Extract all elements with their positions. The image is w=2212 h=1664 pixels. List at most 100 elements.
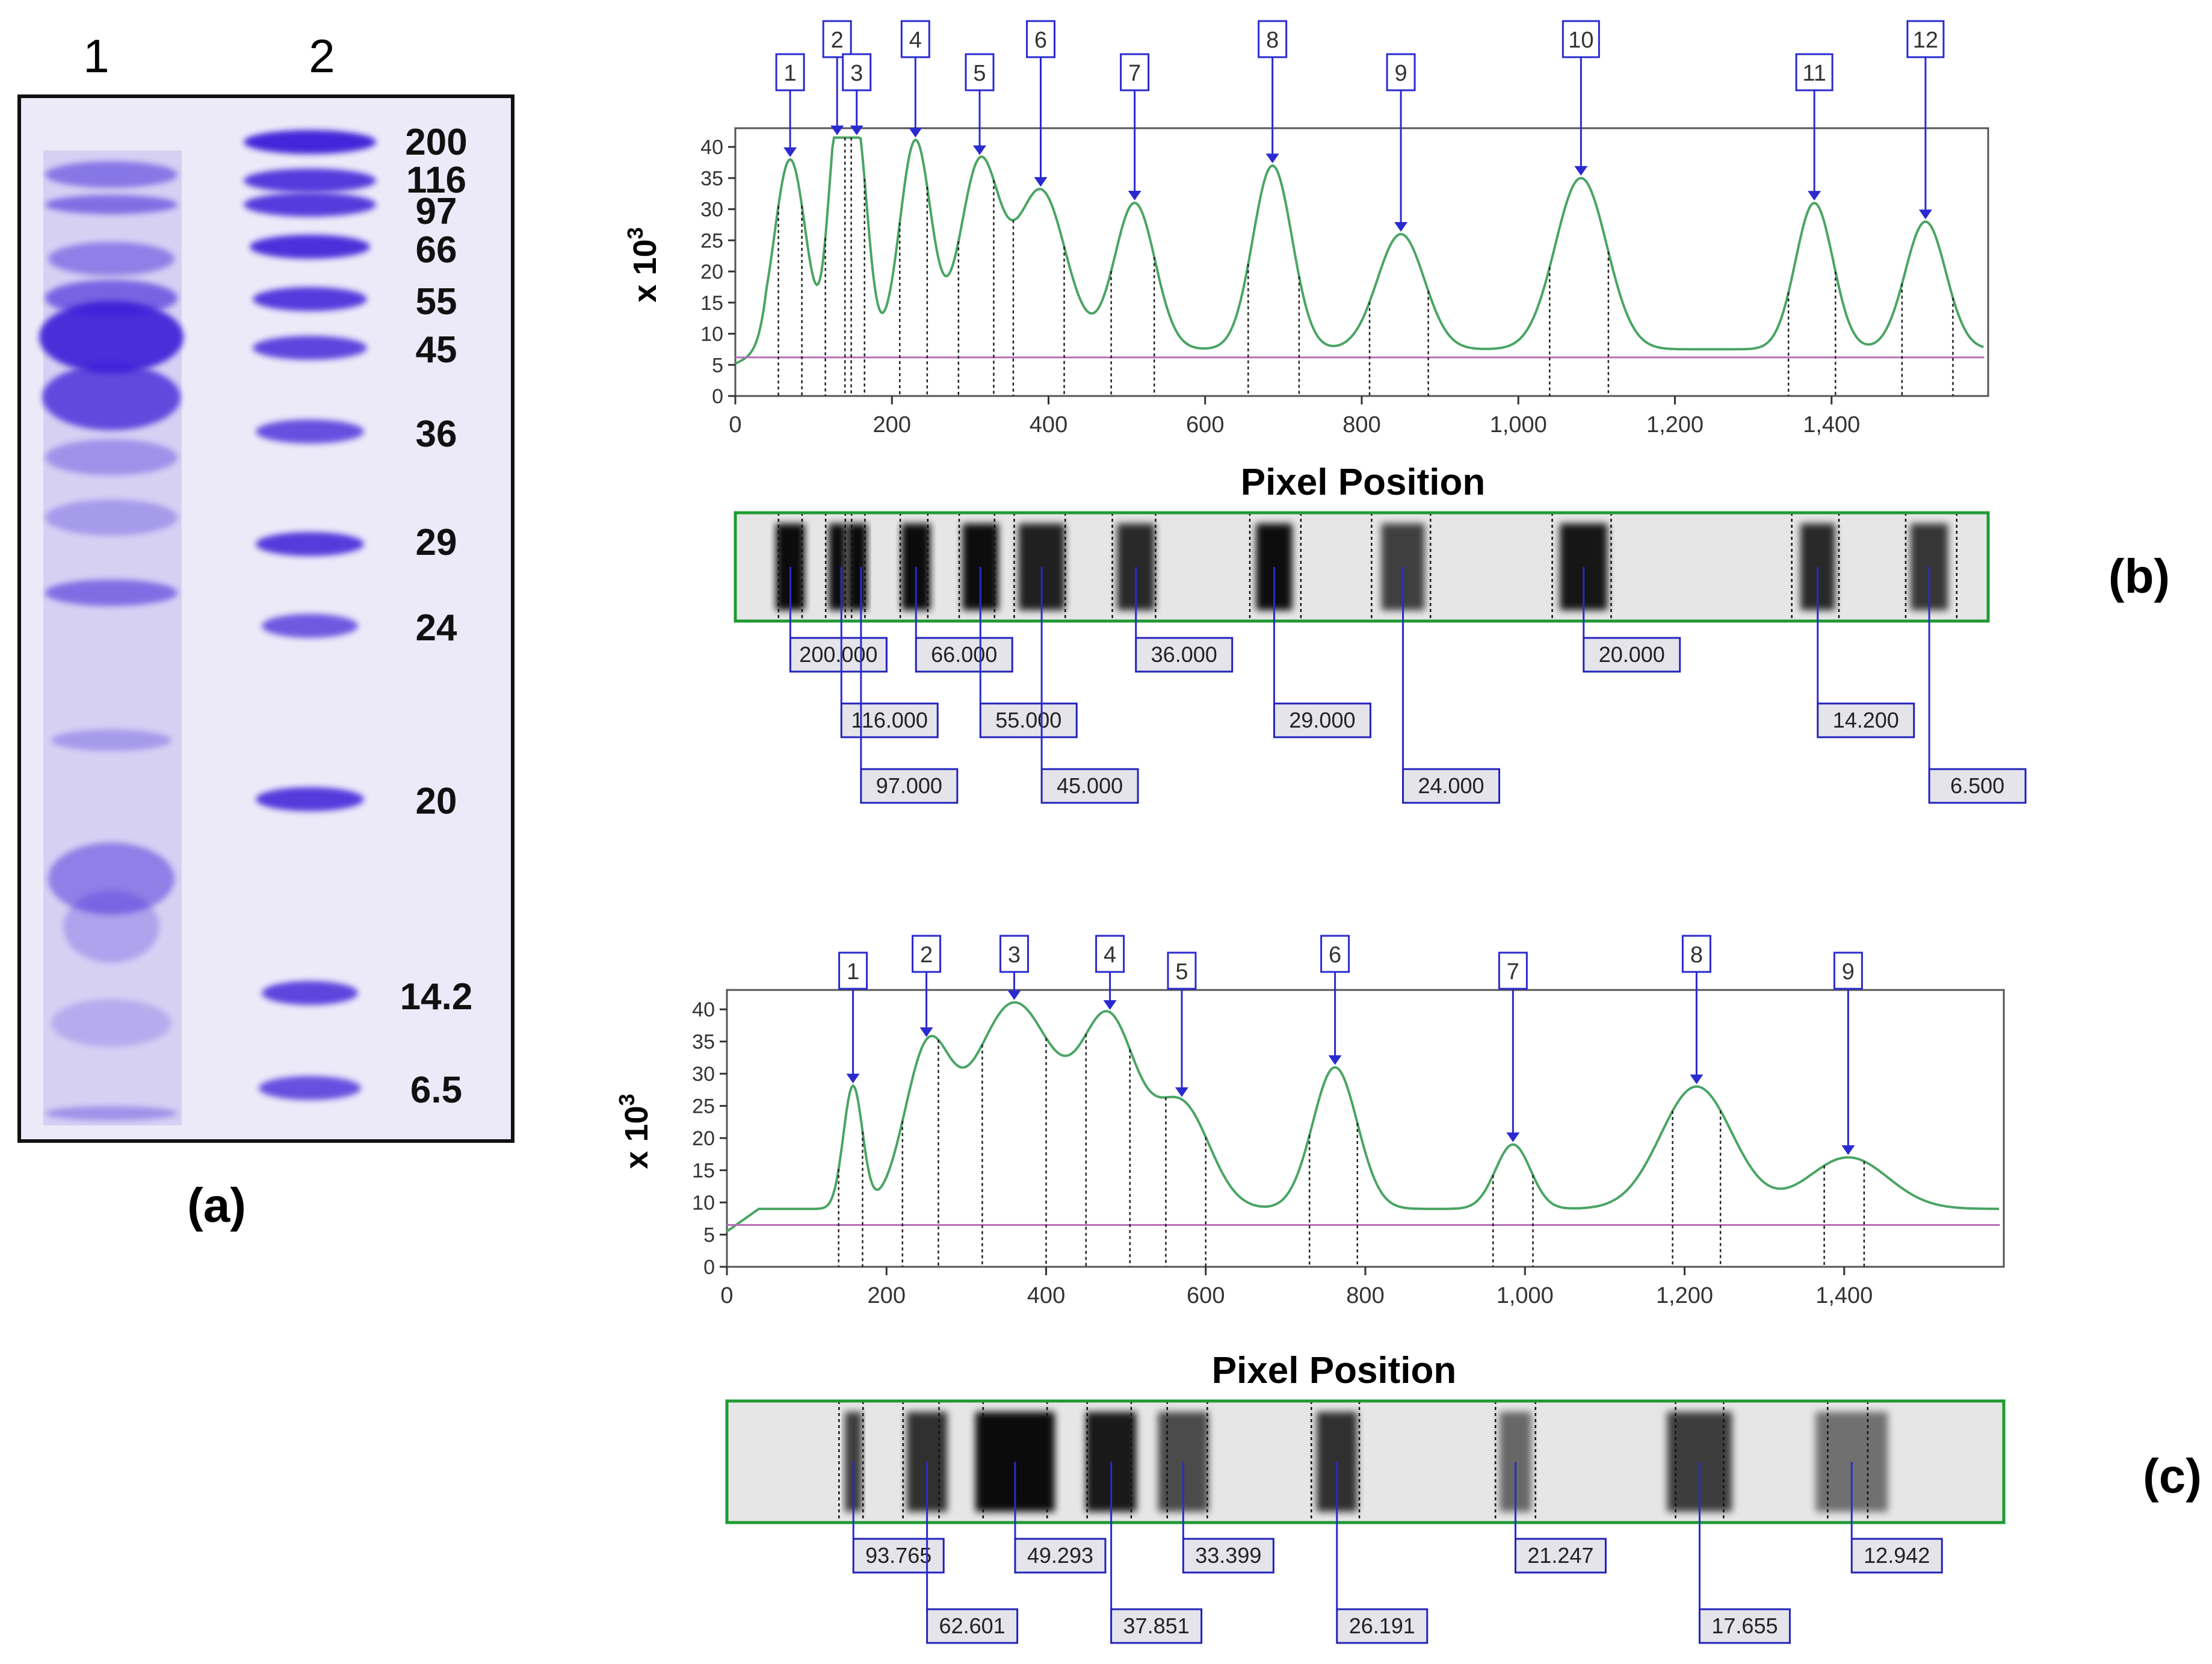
gel-sample-band <box>45 439 178 475</box>
y-tick-label: 20 <box>692 1127 715 1150</box>
y-tick-label: 0 <box>703 1256 715 1279</box>
peak-arrowhead <box>1103 1000 1117 1010</box>
band-value-label: 62.601 <box>939 1613 1006 1638</box>
peak-callout-box <box>1562 20 1600 58</box>
band-value-label: 93.765 <box>865 1543 931 1568</box>
peak-callout-box <box>1120 53 1150 91</box>
y-axis-label-text: x 10 <box>627 239 663 302</box>
peak-callout-box <box>1681 935 1711 973</box>
peak-callout-label: 1 <box>847 959 859 985</box>
y-tick-label: 0 <box>712 385 723 408</box>
peak-callout-box <box>1258 20 1288 58</box>
peak-callout-box <box>1386 53 1416 91</box>
y-axis-label: x 103 <box>623 227 663 302</box>
peak-callout-label: 7 <box>1507 959 1519 985</box>
gel-marker-band <box>256 532 364 556</box>
y-tick-label: 25 <box>700 229 723 252</box>
gel-marker-band <box>253 336 367 360</box>
peak-callout-label: 5 <box>1175 959 1188 985</box>
x-tick-label: 600 <box>1187 1283 1225 1308</box>
plot-frame <box>734 127 1989 397</box>
x-tick-label: 800 <box>1342 412 1380 438</box>
peak-arrowhead <box>1007 990 1021 1000</box>
gel-marker-label: 36 <box>416 413 457 455</box>
gel-marker-label: 24 <box>416 607 457 649</box>
band-value-box <box>852 1538 945 1574</box>
peak-callout-label: 3 <box>1008 942 1021 968</box>
gel-sample-band <box>45 580 178 606</box>
gel-marker-label: 55 <box>416 281 457 323</box>
peak-arrowhead <box>1128 191 1142 201</box>
band-value-label: 12.942 <box>1864 1543 1930 1568</box>
band-value-box <box>926 1608 1019 1644</box>
y-tick-label: 5 <box>712 354 723 377</box>
peak-callout-label: 2 <box>920 942 933 968</box>
peak-callout-label: 5 <box>973 61 986 86</box>
gel-marker-label: 66 <box>416 229 457 271</box>
y-tick-label: 10 <box>700 323 723 346</box>
peak-arrowhead <box>1328 1055 1342 1065</box>
gel-marker-band <box>256 787 364 811</box>
band-value-label: 6.500 <box>1950 773 2004 798</box>
gel-sample-band <box>42 364 181 430</box>
peak-arrowhead <box>1841 1145 1855 1155</box>
band-value-label: 49.293 <box>1027 1543 1093 1568</box>
x-tick-label: 1,000 <box>1497 1283 1554 1308</box>
gel-lane-label-1: 1 <box>83 29 109 82</box>
y-tick-label: 40 <box>692 998 715 1021</box>
gel-sample-smear <box>43 150 182 1125</box>
gel-sample-band <box>45 161 178 188</box>
y-tick-label: 40 <box>700 136 723 159</box>
x-tick-label: 1,400 <box>1815 1283 1873 1308</box>
peak-arrowhead <box>1690 1074 1704 1084</box>
band-value-box <box>1817 702 1915 738</box>
band-value-label: 36.000 <box>1151 642 1217 667</box>
peak-arrowhead <box>783 147 797 157</box>
y-axis-label-superscript: 3 <box>614 1093 639 1106</box>
peak-arrowhead <box>846 1074 860 1084</box>
gel-sample-band <box>48 242 175 276</box>
plot-frame <box>726 989 2005 1268</box>
gel-sample-band <box>51 729 171 751</box>
x-axis-title: Pixel Position <box>1241 462 1486 503</box>
band-value-label: 33.399 <box>1195 1543 1261 1568</box>
band-value-label: 17.655 <box>1711 1613 1778 1638</box>
peak-callout-label: 2 <box>831 28 844 53</box>
peak-callout-box <box>999 935 1029 973</box>
x-tick-label: 200 <box>873 412 911 438</box>
peak-arrowhead <box>830 125 844 135</box>
peak-callout-label: 8 <box>1690 942 1703 968</box>
lane-strip-band <box>829 524 847 610</box>
density-profile-line <box>735 136 1984 365</box>
band-value-label: 14.200 <box>1833 708 1899 732</box>
peak-arrowhead <box>850 125 863 135</box>
gel-marker-band <box>253 287 367 311</box>
gel-sample-band <box>45 500 178 536</box>
peak-arrowhead <box>1034 177 1048 187</box>
peak-arrowhead <box>1808 191 1821 201</box>
gel-marker-label: 200 <box>405 122 467 163</box>
x-tick-label: 1,400 <box>1803 412 1860 438</box>
gel-marker-band <box>244 169 376 193</box>
band-value-label: 45.000 <box>1057 773 1123 798</box>
band-value-label: 26.191 <box>1349 1613 1415 1638</box>
band-value-label: 200.000 <box>799 642 877 667</box>
peak-arrowhead <box>919 1027 933 1038</box>
x-tick-label: 400 <box>1030 412 1067 438</box>
band-value-box <box>1014 1538 1107 1574</box>
peak-arrowhead <box>1265 153 1279 164</box>
band-value-box <box>1928 768 2027 804</box>
peak-callout-box <box>1833 951 1863 990</box>
panel-label-c: (c) <box>2143 1449 2202 1503</box>
peak-callout-label: 9 <box>1394 61 1407 86</box>
peak-callout-box <box>965 53 995 91</box>
y-tick-label: 10 <box>692 1192 715 1214</box>
peak-arrowhead <box>1506 1132 1520 1142</box>
gel-sample-band <box>51 999 171 1047</box>
lane-strip-frame <box>725 1399 2006 1524</box>
